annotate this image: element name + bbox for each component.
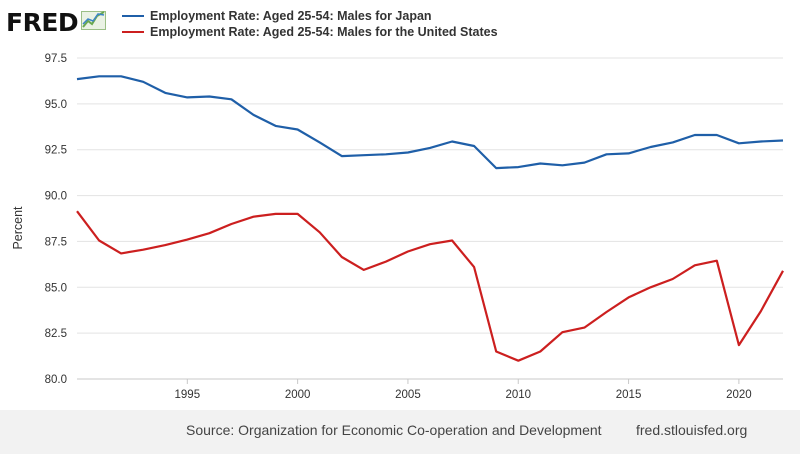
fred-chart-icon [81, 8, 107, 37]
source-note: Source: Organization for Economic Co-ope… [186, 422, 602, 438]
y-tick-label: 85.0 [45, 282, 67, 294]
y-tick-label: 92.5 [45, 145, 67, 157]
logo-text: FRED [6, 7, 79, 37]
legend-label-usa: Employment Rate: Aged 25-54: Males for t… [150, 25, 498, 39]
chart-legend: Employment Rate: Aged 25-54: Males for J… [122, 8, 498, 40]
x-tick-label: 2000 [285, 389, 311, 401]
y-tick-label: 95.0 [45, 99, 67, 111]
y-tick-label: 97.5 [45, 53, 67, 65]
fred-site-link[interactable]: fred.stlouisfed.org [636, 422, 748, 438]
line-chart: 80.0 82.5 85.0 87.5 90.0 92.5 95.0 97.5 1995 200… [11, 53, 784, 401]
x-tick-label: 2015 [616, 389, 642, 401]
y-tick-label: 90.0 [45, 191, 67, 203]
x-tick-labels: 1995 2000 2005 2010 2015 2020 [175, 379, 752, 401]
legend-item-usa[interactable]: Employment Rate: Aged 25-54: Males for t… [122, 24, 498, 40]
series-line-japan[interactable] [76, 75, 784, 170]
grid-lines [77, 57, 783, 380]
fred-logo[interactable]: FRED [6, 6, 107, 38]
chart-footer: Source: Organization for Economic Co-ope… [0, 410, 800, 454]
chart-header: FRED Employment Rate: Aged 25-54: Males … [6, 6, 794, 46]
y-tick-label: 87.5 [45, 236, 67, 248]
x-tick-label: 2010 [505, 389, 531, 401]
x-tick-label: 2020 [726, 389, 752, 401]
y-axis-label: Percent [11, 206, 25, 250]
series-line-usa[interactable] [76, 210, 784, 362]
legend-swatch-usa [122, 31, 144, 33]
x-tick-label: 1995 [175, 389, 201, 401]
y-tick-label: 80.0 [45, 374, 67, 386]
y-tick-label: 82.5 [45, 328, 67, 340]
y-tick-labels: 80.0 82.5 85.0 87.5 90.0 92.5 95.0 97.5 [45, 53, 67, 386]
legend-item-japan[interactable]: Employment Rate: Aged 25-54: Males for J… [122, 8, 498, 24]
x-tick-label: 2005 [395, 389, 421, 401]
legend-swatch-japan [122, 15, 144, 17]
series-lines [76, 75, 784, 362]
legend-label-japan: Employment Rate: Aged 25-54: Males for J… [150, 9, 432, 23]
